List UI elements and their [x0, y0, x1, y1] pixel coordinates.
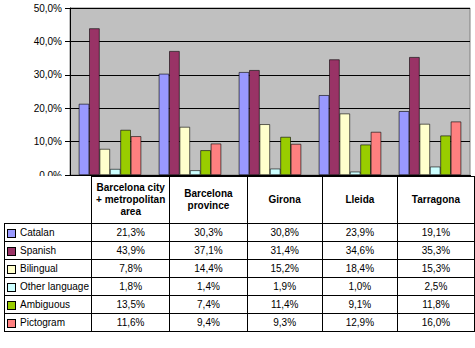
html-text:23,9%: 23,9%	[345, 227, 374, 238]
svg-text:0,0%: 0,0%	[39, 169, 62, 181]
html-text:35,3%: 35,3%	[421, 245, 451, 256]
html-text:1,9%: 1,9%	[273, 281, 297, 292]
html-text:16,0%: 16,0%	[421, 317, 451, 328]
html-text:19,1%: 19,1%	[421, 227, 451, 238]
html-text:Barcelona city + metropolitan: Barcelona city + metropolitan area	[96, 182, 166, 217]
html-text:9,4%: 9,4%	[197, 317, 220, 328]
html-text:1,0%: 1,0%	[348, 281, 372, 292]
html-text:1,8%: 1,8%	[119, 281, 143, 292]
html-text:15,2%: 15,2%	[270, 263, 299, 274]
html-text:11,8%: 11,8%	[422, 299, 450, 310]
html-text:30,3%: 30,3%	[194, 227, 223, 238]
html-text:Pictogram: Pictogram	[20, 317, 65, 328]
svg-text:30,0%: 30,0%	[34, 69, 62, 80]
html-text:11,4%: 11,4%	[270, 299, 299, 310]
svg-text:40,0%: 40,0%	[34, 36, 62, 47]
html-text:1,4%: 1,4%	[197, 281, 220, 292]
html-text:Barcelona province: Barcelona province	[184, 188, 233, 211]
html-text:9,1%: 9,1%	[348, 299, 372, 310]
html-text:11,6%: 11,6%	[116, 317, 145, 328]
svg-text:20,0%: 20,0%	[34, 103, 62, 114]
html-text:7,4%: 7,4%	[197, 299, 220, 310]
html-text:Girona: Girona	[268, 194, 301, 205]
html-text:37,1%: 37,1%	[194, 245, 223, 256]
html-text:12,9%: 12,9%	[345, 317, 374, 328]
html-text:18,4%: 18,4%	[345, 263, 374, 274]
svg-text:10,0%: 10,0%	[34, 136, 62, 147]
html-text:Other language: Other language	[20, 281, 89, 292]
html-text:15,3%: 15,3%	[421, 263, 451, 274]
html-text:Bilingual: Bilingual	[20, 263, 58, 274]
html-text:31,4%: 31,4%	[270, 245, 299, 256]
html-text:7,8%: 7,8%	[119, 263, 143, 274]
html-text:Spanish: Spanish	[20, 245, 57, 256]
svg-text:50,0%: 50,0%	[34, 3, 62, 14]
html-text:Lleida: Lleida	[345, 194, 375, 205]
html-text:Catalan: Catalan	[20, 227, 55, 238]
html-text:13,5%: 13,5%	[116, 299, 145, 310]
html-text:Ambiguous: Ambiguous	[20, 299, 70, 310]
html-text:21,3%: 21,3%	[116, 227, 145, 238]
html-text:43,9%: 43,9%	[116, 245, 145, 256]
html-text:Tarragona: Tarragona	[411, 194, 460, 205]
html-text:34,6%: 34,6%	[345, 245, 374, 256]
html-text:14,4%: 14,4%	[194, 263, 223, 274]
html-text:9,3%: 9,3%	[273, 317, 297, 328]
html-text:30,8%: 30,8%	[270, 227, 299, 238]
html-text:2,5%: 2,5%	[424, 281, 448, 292]
